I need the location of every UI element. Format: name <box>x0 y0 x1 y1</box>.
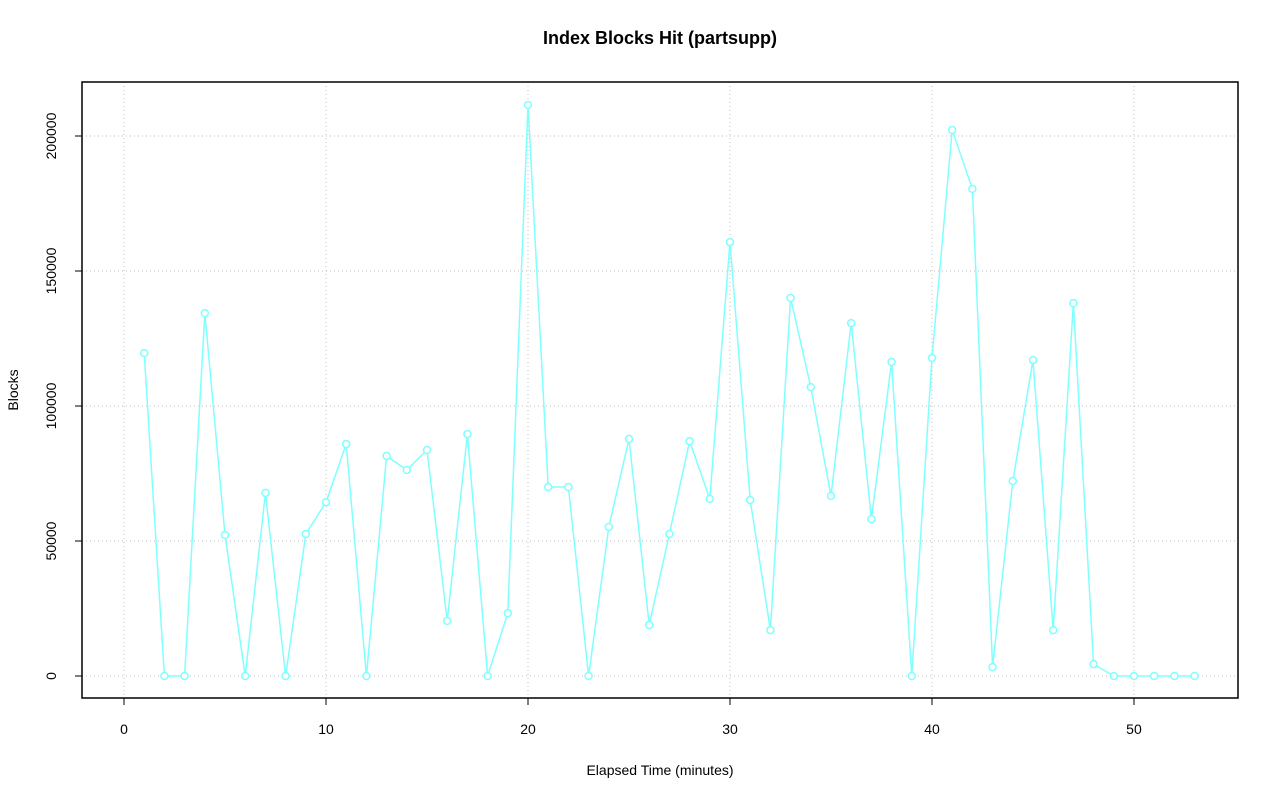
data-point <box>341 439 351 449</box>
data-point <box>1089 659 1098 669</box>
data-point <box>523 100 533 110</box>
data-point <box>1028 355 1038 365</box>
data-point <box>705 494 715 504</box>
data-point <box>604 522 614 532</box>
data-point <box>463 429 472 439</box>
plot-frame <box>81 81 1239 699</box>
data-point <box>503 608 513 618</box>
data-point <box>1170 671 1179 681</box>
x-tick-label: 10 <box>318 721 334 737</box>
data-point <box>947 125 957 135</box>
x-tick-label: 30 <box>722 721 738 737</box>
data-point <box>685 436 694 446</box>
x-axis-label: Elapsed Time (minutes) <box>586 762 733 778</box>
data-point <box>665 529 674 539</box>
data-point <box>180 671 189 681</box>
data-point <box>1129 671 1139 681</box>
data-point <box>362 671 371 681</box>
data-point <box>867 514 876 524</box>
data-point <box>968 184 977 194</box>
data-point <box>725 237 735 247</box>
data-point <box>786 293 795 303</box>
y-tick-label: 50000 <box>43 521 59 560</box>
data-line <box>143 104 1195 677</box>
data-point <box>240 671 250 681</box>
data-point <box>483 671 492 681</box>
y-tick-label: 100000 <box>43 382 59 429</box>
data-point <box>766 625 775 635</box>
data-point <box>402 465 412 475</box>
x-tick-label: 20 <box>520 721 536 737</box>
data-point <box>321 497 331 507</box>
data-point <box>200 308 210 318</box>
data-point <box>927 353 937 363</box>
data-point <box>907 671 917 681</box>
data-point <box>988 662 997 672</box>
data-point <box>442 616 452 626</box>
data-point <box>826 491 836 501</box>
data-point <box>806 382 816 392</box>
data-point <box>543 482 553 492</box>
data-point <box>1069 298 1078 308</box>
chart-title: Index Blocks Hit (partsupp) <box>543 28 777 48</box>
data-point <box>1190 671 1199 681</box>
data-point <box>160 671 169 681</box>
data-point <box>1008 476 1018 486</box>
data-point <box>422 445 432 455</box>
data-point <box>887 357 896 367</box>
data-point <box>139 348 149 358</box>
x-tick-label: 40 <box>924 721 940 737</box>
data-point <box>1048 625 1058 635</box>
data-point <box>846 318 856 328</box>
y-tick-label: 0 <box>43 672 59 680</box>
data-point <box>301 529 311 539</box>
data-point <box>261 488 270 498</box>
data-point <box>624 434 634 444</box>
data-point <box>745 495 755 505</box>
data-point <box>644 620 654 630</box>
y-tick-label: 200000 <box>43 112 59 159</box>
data-point <box>220 530 230 540</box>
data-point <box>1109 671 1119 681</box>
data-point <box>382 451 391 461</box>
x-tick-label: 0 <box>120 721 128 737</box>
x-tick-label: 50 <box>1126 721 1142 737</box>
y-axis-label: Blocks <box>5 369 21 410</box>
data-point <box>281 671 290 681</box>
data-point <box>1149 671 1159 681</box>
y-tick-label: 150000 <box>43 247 59 294</box>
data-point <box>564 482 573 492</box>
data-point <box>584 671 593 681</box>
